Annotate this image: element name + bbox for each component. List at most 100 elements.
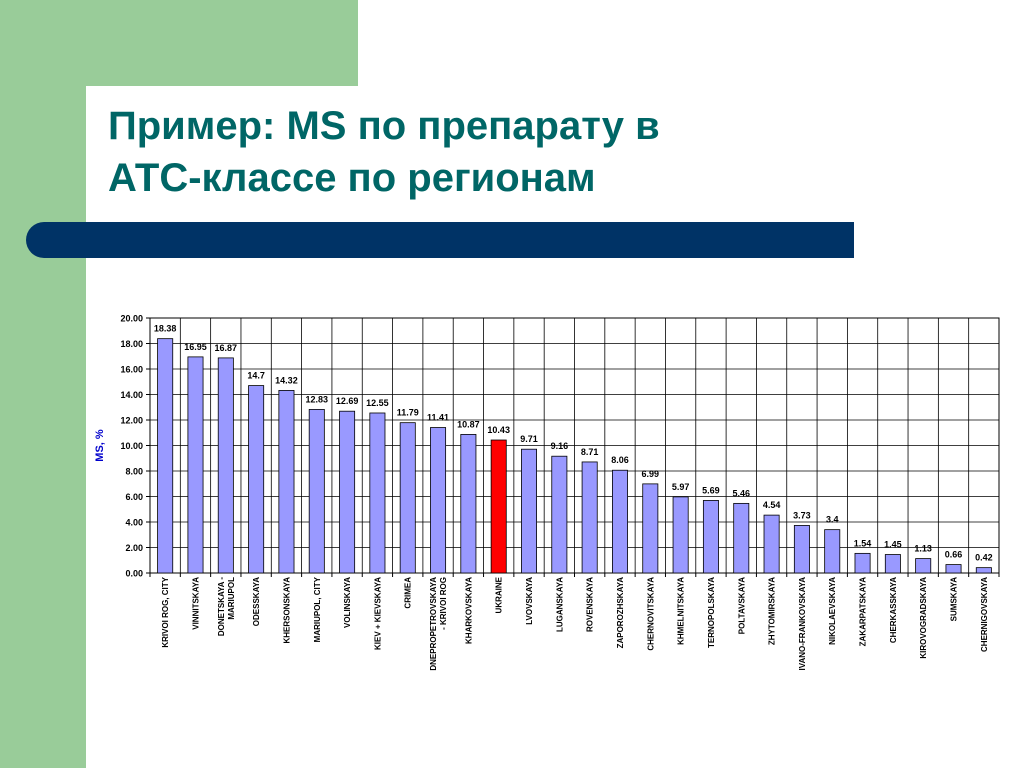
bar bbox=[399, 422, 416, 574]
bar-value-label: 8.06 bbox=[611, 455, 629, 465]
bar-value-label: 12.55 bbox=[366, 398, 389, 408]
x-category-label: VINNITSKAYA bbox=[191, 577, 200, 630]
slide-title-line-1: Пример: MS по препарату в bbox=[108, 104, 660, 148]
bar bbox=[581, 461, 598, 574]
bar bbox=[642, 483, 659, 574]
x-category-label: MARIUPOL, CITY bbox=[313, 576, 322, 642]
x-category-label-line: POLTAVSKAYA bbox=[737, 577, 746, 634]
decor-green-side bbox=[0, 0, 86, 768]
x-category-label: LUGANSKAYA bbox=[555, 577, 564, 632]
bar-value-label: 12.83 bbox=[306, 394, 329, 404]
x-category-label: CHERKASSKAYA bbox=[889, 577, 898, 643]
x-category-label: VOLINSKAYA bbox=[343, 577, 352, 628]
x-category-label: KRIVOI ROG, CITY bbox=[161, 576, 170, 647]
bar bbox=[945, 564, 962, 574]
bar-value-label: 12.69 bbox=[336, 396, 359, 406]
x-category-label: ODESSKAYA bbox=[252, 577, 261, 626]
bar-value-label: 1.13 bbox=[914, 544, 932, 554]
x-category-label-line: KIROVOGRADSKAYA bbox=[919, 577, 928, 659]
x-category-label: TERNOPOLSKAYA bbox=[707, 577, 716, 648]
bar-value-label: 1.45 bbox=[884, 540, 902, 550]
y-tick-label: 14.00 bbox=[120, 390, 143, 400]
x-category-label: CHERNOVITSKAYA bbox=[646, 577, 655, 651]
y-tick-label: 8.00 bbox=[125, 467, 143, 477]
x-category-label-line: ODESSKAYA bbox=[252, 577, 261, 626]
bar bbox=[551, 455, 568, 574]
x-category-label-line: CHERNOVITSKAYA bbox=[646, 577, 655, 651]
bar bbox=[430, 427, 447, 574]
x-category-label-line: ZAKARPATSKAYA bbox=[859, 577, 868, 647]
bar bbox=[248, 385, 265, 574]
bar bbox=[733, 502, 750, 574]
x-category-label-line: LUGANSKAYA bbox=[555, 577, 564, 632]
x-category-label-line: IVANO-FRANKOVSKAYA bbox=[798, 577, 807, 671]
x-category-label-line: DNEPROPETROVSKAYA bbox=[429, 577, 438, 671]
x-category-label-line: TERNOPOLSKAYA bbox=[707, 577, 716, 648]
x-category-label: ROVENSKAYA bbox=[586, 577, 595, 632]
bar-value-label: 9.16 bbox=[551, 441, 569, 451]
y-tick-label: 2.00 bbox=[125, 543, 143, 553]
bar-value-label: 14.32 bbox=[275, 375, 298, 385]
x-category-label-line: MARIUPOL bbox=[227, 577, 236, 620]
bar-value-label: 5.46 bbox=[733, 488, 751, 498]
x-category-label: NIKOLAEVSKAYA bbox=[828, 577, 837, 645]
x-category-label-line: - KRIVOI ROG bbox=[439, 577, 448, 630]
bar bbox=[793, 525, 810, 574]
x-category-label: POLTAVSKAYA bbox=[737, 577, 746, 634]
decor-blue-bar bbox=[26, 222, 854, 258]
x-category-label: UKRAINE bbox=[495, 576, 504, 613]
bar-value-label: 0.42 bbox=[975, 553, 993, 563]
x-category-label: CRIMEA bbox=[404, 577, 413, 609]
x-category-label-line: ZAPOROZHSKAYA bbox=[616, 577, 625, 649]
bar-value-label: 9.71 bbox=[520, 434, 538, 444]
bar-value-label: 10.43 bbox=[487, 425, 510, 435]
x-category-label-line: VINNITSKAYA bbox=[191, 577, 200, 630]
x-category-label: ZAKARPATSKAYA bbox=[859, 577, 868, 647]
y-tick-label: 18.00 bbox=[120, 339, 143, 349]
bar-value-label: 6.99 bbox=[642, 469, 660, 479]
x-category-label-line: KHMELNITSKAYA bbox=[677, 577, 686, 645]
bar-value-label: 5.69 bbox=[702, 485, 720, 495]
bar bbox=[824, 529, 841, 574]
x-category-label: KIEV + KIEVSKAYA bbox=[373, 577, 382, 650]
x-category-label-line: KHERSONSKAYA bbox=[282, 577, 291, 644]
slide-title: Пример: MS по препарату в АТС-классе по … bbox=[108, 100, 868, 204]
bar bbox=[915, 558, 932, 574]
bar bbox=[369, 412, 386, 574]
x-category-label-line: NIKOLAEVSKAYA bbox=[828, 577, 837, 645]
y-tick-label: 4.00 bbox=[125, 518, 143, 528]
y-tick-label: 0.00 bbox=[125, 569, 143, 579]
y-tick-label: 10.00 bbox=[120, 441, 143, 451]
y-tick-label: 20.00 bbox=[120, 314, 143, 324]
bar bbox=[217, 357, 234, 574]
bar bbox=[975, 567, 992, 574]
content-panel bbox=[86, 86, 1024, 768]
slide-title-line-2: АТС-классе по регионам bbox=[108, 156, 596, 200]
bar-value-label: 4.54 bbox=[763, 500, 781, 510]
x-category-label-line: KHARKOVSKAYA bbox=[464, 577, 473, 644]
x-category-label: KHMELNITSKAYA bbox=[677, 577, 686, 645]
x-category-label: DNEPROPETROVSKAYA- KRIVOI ROG bbox=[429, 577, 448, 671]
bar bbox=[854, 552, 871, 574]
bar bbox=[157, 338, 174, 574]
x-category-label: ZAPOROZHSKAYA bbox=[616, 577, 625, 649]
ms-bar-chart: 18.38 KRIVOI ROG, CITY 16.95 VINNITSKAYA 16.… bbox=[94, 314, 1000, 671]
bar-value-label: 5.97 bbox=[672, 482, 690, 492]
bar bbox=[672, 496, 689, 574]
bar-value-label: 16.95 bbox=[184, 342, 207, 352]
x-category-label: DONETSKAYA -MARIUPOL bbox=[217, 577, 236, 636]
bar bbox=[490, 439, 507, 574]
y-axis-title: MS, % bbox=[94, 429, 106, 462]
x-category-label-line: ZHYTOMIRSKAYA bbox=[768, 577, 777, 645]
x-category-label: KIROVOGRADSKAYA bbox=[919, 577, 928, 659]
bar bbox=[521, 448, 537, 574]
bar bbox=[612, 469, 628, 574]
bar-value-label: 14.7 bbox=[247, 371, 265, 381]
bar-value-label: 3.73 bbox=[793, 510, 811, 520]
x-category-label-line: ROVENSKAYA bbox=[586, 577, 595, 632]
bar-value-label: 0.66 bbox=[945, 550, 963, 560]
x-category-label: KHARKOVSKAYA bbox=[464, 577, 473, 644]
bar-value-label: 8.71 bbox=[581, 447, 599, 457]
bar-value-label: 18.38 bbox=[154, 324, 177, 334]
x-category-label-line: CHERNIGOVSKAYA bbox=[980, 577, 989, 652]
